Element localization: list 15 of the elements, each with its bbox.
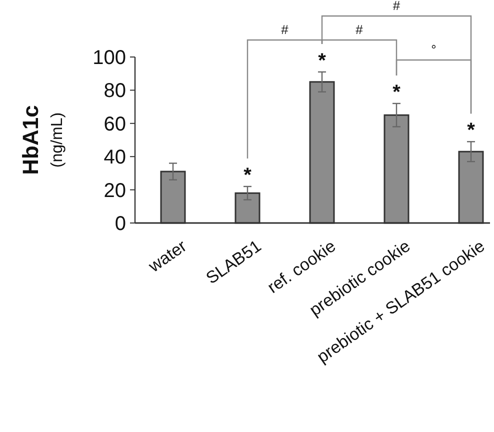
annotation: * [318, 50, 326, 72]
y-tick-label: 40 [104, 146, 126, 169]
y-tick-label: 80 [104, 80, 126, 102]
text: # [281, 22, 290, 37]
y-axis-title: HbA1c (ng/mL) [18, 105, 66, 175]
annotation: * [244, 164, 252, 186]
annotation: * [392, 81, 401, 104]
annotation: * [467, 120, 476, 142]
y-tick-label: 100 [92, 47, 126, 69]
y-tick-label: 0 [114, 213, 126, 235]
annotation: ° [431, 42, 436, 57]
y-tick-label: 20 [104, 180, 126, 202]
text: # [356, 22, 364, 37]
text: # [392, 0, 401, 13]
y-tick-label: 60 [104, 113, 126, 136]
